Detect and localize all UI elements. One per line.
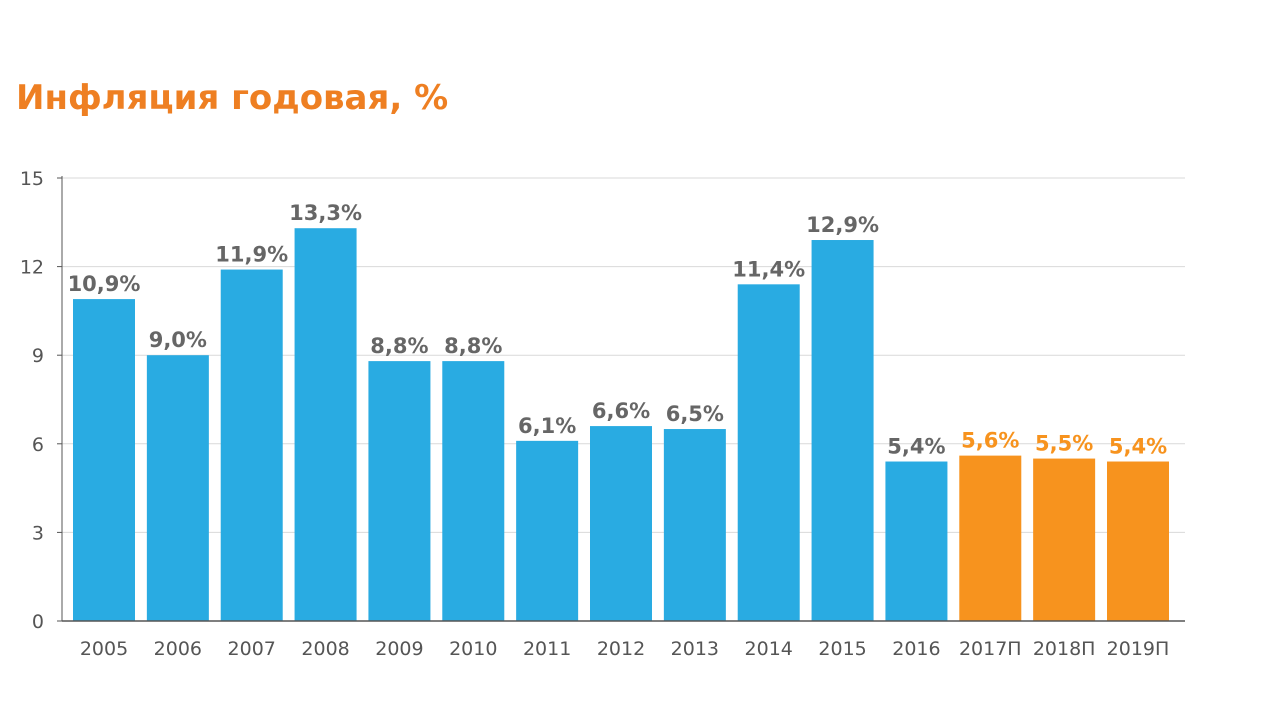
x-tick-label: 2011 xyxy=(523,638,571,660)
y-tick-label: 15 xyxy=(20,168,44,190)
bar-2017П xyxy=(959,455,1022,621)
data-label-2008: 13,3% xyxy=(289,201,362,225)
data-label-2005: 10,9% xyxy=(68,272,141,296)
data-label-2018П: 5,5% xyxy=(1035,432,1093,456)
y-tick-label: 0 xyxy=(32,611,44,633)
x-tick-label: 2016 xyxy=(892,638,940,660)
x-tick-label: 2017П xyxy=(959,638,1022,660)
data-label-2010: 8,8% xyxy=(444,334,502,358)
bar-2005 xyxy=(73,299,135,621)
x-axis: 2005 2006 2007 2008 2009 2010 2011 2012 2013 2014… xyxy=(62,620,1185,660)
x-tick-label: 2007 xyxy=(228,638,276,660)
bar-2011 xyxy=(516,440,579,621)
bar-2006 xyxy=(146,355,209,621)
x-tick-label: 2013 xyxy=(671,638,719,660)
bar-2016 xyxy=(885,461,948,621)
data-label-2006: 9,0% xyxy=(149,328,207,352)
bar-2019П xyxy=(1107,461,1169,621)
bar-2008 xyxy=(294,228,357,621)
chart-title: Инфляция годовая, % xyxy=(16,78,449,118)
y-tick-label: 12 xyxy=(20,257,44,279)
data-label-2017П: 5,6% xyxy=(961,429,1019,453)
bar-2014 xyxy=(737,284,800,621)
y-tick-label: 9 xyxy=(32,345,44,367)
bars xyxy=(73,228,1169,621)
x-tick-label: 2008 xyxy=(301,638,349,660)
x-tick-label: 2018П xyxy=(1033,638,1096,660)
data-label-2019П: 5,4% xyxy=(1109,435,1167,459)
bar-2015 xyxy=(811,240,874,621)
x-tick-label: 2006 xyxy=(154,638,202,660)
y-tick-label: 6 xyxy=(32,434,44,456)
data-labels: 10,9% 9,0% 11,9%13,3% 8,8% 8,8% 6,1% 6,6% 6,5% 1… xyxy=(68,201,1168,458)
data-label-2012: 6,6% xyxy=(592,399,650,423)
y-tick-label: 3 xyxy=(32,522,44,544)
x-tick-label: 2005 xyxy=(80,638,128,660)
x-tick-label: 2015 xyxy=(818,638,866,660)
data-label-2013: 6,5% xyxy=(666,402,724,426)
bar-2010 xyxy=(442,361,505,621)
bar-2007 xyxy=(220,269,283,621)
data-label-2007: 11,9% xyxy=(215,243,288,267)
data-label-2009: 8,8% xyxy=(370,334,428,358)
x-tick-label: 2014 xyxy=(745,638,793,660)
x-tick-label: 2012 xyxy=(597,638,645,660)
x-tick-label: 2010 xyxy=(449,638,497,660)
data-label-2016: 5,4% xyxy=(887,435,945,459)
bar-2009 xyxy=(368,361,431,621)
bar-2018П xyxy=(1033,458,1096,621)
x-tick-label: 2009 xyxy=(375,638,423,660)
bar-2012 xyxy=(590,426,652,621)
data-label-2015: 12,9% xyxy=(806,213,879,237)
data-label-2011: 6,1% xyxy=(518,414,576,438)
data-label-2014: 11,4% xyxy=(732,257,805,281)
x-tick-label: 2019П xyxy=(1107,638,1170,660)
bar-2013 xyxy=(663,429,726,621)
y-axis: 0 3 6 9 12 15 xyxy=(20,168,63,633)
